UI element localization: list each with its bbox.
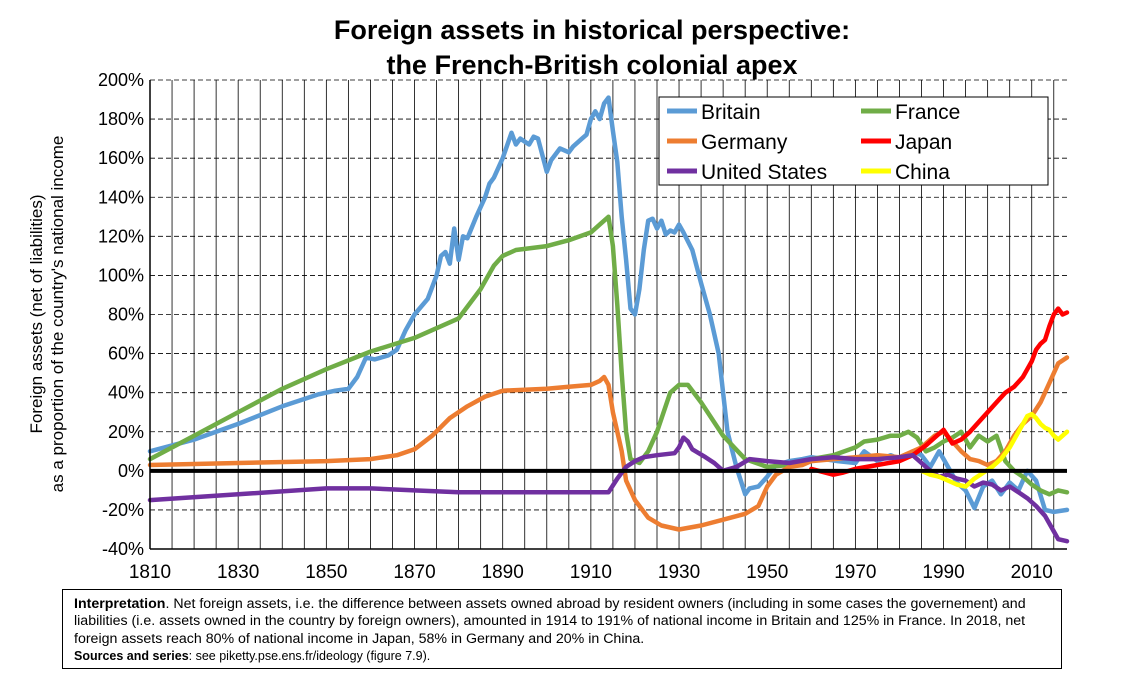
y-tick-label: 180% — [98, 109, 144, 129]
x-tick-label: 1910 — [570, 562, 612, 583]
x-tick-label: 1850 — [305, 562, 347, 583]
y-tick-label: 20% — [108, 422, 144, 442]
y-tick-label: 100% — [98, 265, 144, 285]
y-axis-label-line2: as a proportion of the country's nationa… — [48, 136, 67, 493]
y-tick-label: -20% — [102, 500, 144, 520]
legend-label-china: China — [895, 161, 950, 184]
x-tick-label: 1830 — [217, 562, 259, 583]
tick-labels: 200% 180% 160% 140% 120% 100% 80% 60% 40% 20% 0% -2… — [98, 70, 1053, 583]
sources-text: : see piketty.pse.ens.fr/ideology (figur… — [188, 649, 431, 664]
series-line-france — [147, 214, 1070, 497]
legend-label-japan: Japan — [895, 131, 952, 154]
legend-label-united-states: United States — [701, 161, 827, 184]
interpretation-text: . Net foreign assets, i.e. the differenc… — [74, 596, 1026, 647]
sources-label: Sources and series — [74, 649, 189, 664]
chart-subtitle: the French-British colonial apex — [386, 50, 797, 80]
y-tick-label: 60% — [108, 344, 144, 364]
chart: Foreign assets in historical perspective… — [27, 15, 1070, 583]
x-tick-label: 1870 — [393, 562, 435, 583]
axes — [149, 80, 1067, 550]
y-tick-label: 40% — [108, 383, 144, 403]
y-tick-label: 160% — [98, 148, 144, 168]
x-tick-label: 1890 — [482, 562, 524, 583]
x-tick-label: 1970 — [834, 562, 876, 583]
x-tick-label: 1950 — [746, 562, 788, 583]
y-tick-label: 0% — [118, 461, 144, 481]
series-line-china — [919, 411, 1070, 489]
x-tick-label: 1990 — [922, 562, 964, 583]
x-tick-label: 1810 — [129, 562, 171, 583]
chart-title: Foreign assets in historical perspective… — [334, 15, 850, 45]
series-line-germany — [147, 355, 1070, 532]
y-tick-label: 120% — [98, 226, 144, 246]
legend-label-france: France — [895, 101, 960, 124]
y-tick-label: -40% — [102, 539, 144, 559]
legend-label-germany: Germany — [701, 131, 788, 154]
y-axis-label-line1: Foreign assets (net of liabilities) — [27, 194, 46, 433]
legend: Britain France Germany Japan United Stat… — [658, 96, 1049, 186]
interpretation-note: Interpretation. Net foreign assets, i.e.… — [62, 589, 1062, 669]
series-line-japan — [809, 306, 1070, 477]
y-tick-label: 80% — [108, 305, 144, 325]
series-layer — [147, 95, 1070, 544]
x-tick-label: 1930 — [658, 562, 700, 583]
y-tick-label: 200% — [98, 70, 144, 90]
x-tick-label: 2010 — [1011, 562, 1053, 583]
legend-label-britain: Britain — [701, 101, 761, 124]
interpretation-label: Interpretation — [74, 596, 166, 612]
legend-box — [658, 96, 1049, 186]
y-tick-label: 140% — [98, 187, 144, 207]
sources-line: Sources and series: see piketty.pse.ens.… — [74, 649, 430, 663]
series-line-united-states — [147, 435, 1070, 544]
